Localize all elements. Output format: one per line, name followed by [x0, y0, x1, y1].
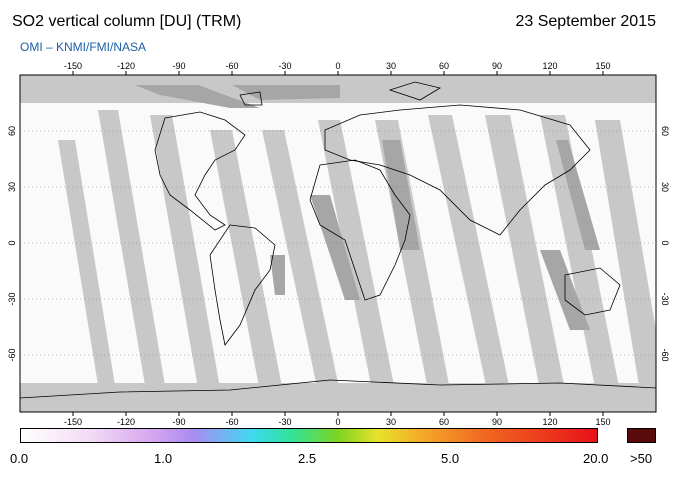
- lon-label: 60: [439, 61, 449, 71]
- lon-label: -90: [172, 61, 185, 71]
- lon-label: -120: [117, 417, 135, 427]
- credit-line: OMI – KNMI/FMI/NASA: [20, 40, 147, 54]
- lon-label: 150: [595, 61, 610, 71]
- lat-label: -30: [660, 292, 670, 305]
- lon-label: -60: [225, 417, 238, 427]
- lon-label: 150: [595, 417, 610, 427]
- lon-label: 120: [542, 61, 557, 71]
- orbit-gap-swaths: [58, 110, 656, 392]
- lon-label: 120: [542, 417, 557, 427]
- colorbar-label: 0.0: [10, 451, 29, 466]
- colorbar-gradient: [20, 428, 598, 443]
- lon-label: -30: [278, 417, 291, 427]
- map-date: 23 September 2015: [515, 13, 656, 30]
- lat-label: 30: [7, 182, 17, 192]
- lon-label: 0: [335, 61, 340, 71]
- lat-label: 0: [660, 240, 670, 245]
- colorbar-label: 20.0: [583, 451, 609, 466]
- colorbar-label: 2.5: [298, 451, 317, 466]
- lon-labels-top: -150 -120 -90 -60 -30 0 30 60 90 120 150: [64, 61, 611, 71]
- lat-label: 0: [7, 240, 17, 245]
- lat-label: -30: [7, 292, 17, 305]
- lon-label: 90: [492, 61, 502, 71]
- lon-label: -120: [117, 61, 135, 71]
- lat-label: -60: [660, 348, 670, 361]
- coastlines: [20, 81, 656, 399]
- lon-label: 30: [386, 417, 396, 427]
- lat-labels-right: 60 30 0 -30 -60: [660, 126, 670, 362]
- lon-label: -150: [64, 417, 82, 427]
- lat-label: 60: [7, 126, 17, 136]
- lat-labels-left: 60 30 0 -30 -60: [7, 126, 17, 362]
- colorbar-overflow-swatch: [627, 428, 656, 443]
- lat-label: 60: [660, 126, 670, 136]
- lon-label: -90: [172, 417, 185, 427]
- lon-label: -150: [64, 61, 82, 71]
- colorbar-overflow-label: >50: [630, 451, 653, 466]
- colorbar-label: 5.0: [441, 451, 460, 466]
- colorbar-label: 1.0: [154, 451, 173, 466]
- map-title: SO2 vertical column [DU] (TRM): [12, 13, 242, 30]
- lon-label: 90: [492, 417, 502, 427]
- lon-label: 30: [386, 61, 396, 71]
- overlap-regions: [135, 85, 600, 330]
- lon-label: 0: [335, 417, 340, 427]
- lon-labels-bottom: -150 -120 -90 -60 -30 0 30 60 90 120 150: [64, 417, 611, 427]
- tick-marks: [72, 71, 604, 416]
- lat-label: 30: [660, 182, 670, 192]
- lon-label: -60: [225, 61, 238, 71]
- map-panel: [20, 75, 656, 412]
- lon-label: -30: [278, 61, 291, 71]
- lon-label: 60: [439, 417, 449, 427]
- lat-label: -60: [7, 348, 17, 361]
